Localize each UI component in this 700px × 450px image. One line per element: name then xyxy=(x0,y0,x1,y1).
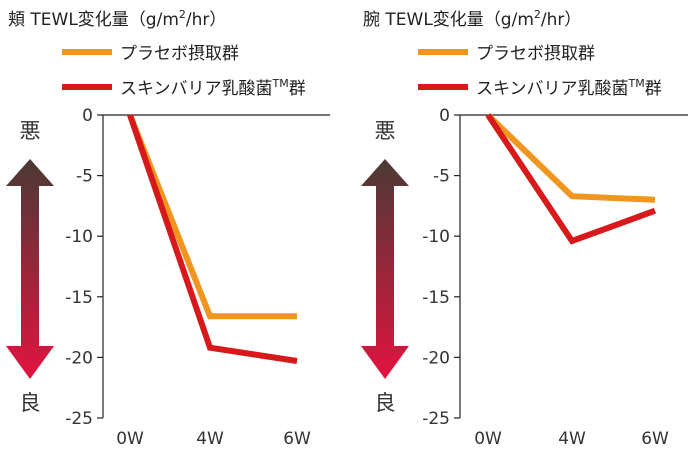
y-tick-label: -10 xyxy=(422,227,450,247)
legend-label-text: スキンバリア乳酸菌 xyxy=(476,79,629,99)
x-tick-label: 6W xyxy=(283,429,311,449)
legend-label-suffix: 群 xyxy=(289,79,306,99)
scale-double-arrow xyxy=(361,159,409,379)
scale-bad-label: 悪 xyxy=(20,119,41,143)
legend-label-text: スキンバリア乳酸菌 xyxy=(120,79,273,99)
y-tick-label: -25 xyxy=(65,409,93,429)
y-tick-label: -5 xyxy=(433,167,450,187)
y-tick-label: -25 xyxy=(422,409,450,429)
chart-title-text: 頬 TEWL変化量 xyxy=(8,10,129,30)
legend-label-text: プラセボ摂取群 xyxy=(120,44,239,64)
legend-label-sup: TM xyxy=(628,77,645,90)
x-tick-label: 0W xyxy=(116,429,144,449)
legend-label: スキンバリア乳酸菌TM群 xyxy=(120,77,306,99)
scale-good-label: 良 xyxy=(20,391,41,415)
series-line-1 xyxy=(127,113,297,320)
legend-item-1: プラセボ摂取群 xyxy=(418,44,595,64)
chart-unit-sup: 2 xyxy=(534,8,541,21)
scale-bad-label: 悪 xyxy=(375,119,396,143)
scale-good-label: 良 xyxy=(375,391,396,415)
chart-unit-open: （g/m xyxy=(129,10,179,30)
y-tick-label: -15 xyxy=(65,288,93,308)
legend-label-suffix: 群 xyxy=(645,79,662,99)
legend-label: スキンバリア乳酸菌TM群 xyxy=(476,77,662,99)
legend-item-1: プラセボ摂取群 xyxy=(62,44,239,64)
chart-unit-sup: 2 xyxy=(179,8,186,21)
y-tick-label: -5 xyxy=(76,167,93,187)
chart-title-text: 腕 TEWL変化量 xyxy=(363,10,484,30)
chart-unit-close: /hr） xyxy=(541,10,582,30)
legend-label: プラセボ摂取群 xyxy=(120,44,239,64)
legend-label-text: プラセボ摂取群 xyxy=(476,44,595,64)
y-tick-label: 0 xyxy=(82,106,93,126)
scale-double-arrow xyxy=(6,159,54,379)
chart-unit-open: （g/m xyxy=(484,10,534,30)
legend-item-2: スキンバリア乳酸菌TM群 xyxy=(418,77,662,99)
y-tick-label: -20 xyxy=(422,348,450,368)
series-line-1 xyxy=(485,112,656,203)
y-tick-label: 0 xyxy=(439,106,450,126)
x-tick-label: 4W xyxy=(196,429,224,449)
y-tick-label: -20 xyxy=(65,348,93,368)
y-tick-label: -10 xyxy=(65,227,93,247)
y-tick-label: -15 xyxy=(422,288,450,308)
chart-unit-close: /hr） xyxy=(186,10,227,30)
chart-title: 頬 TEWL変化量（g/m2/hr） xyxy=(8,8,226,30)
series-line-2 xyxy=(485,113,657,245)
chart-title: 腕 TEWL変化量（g/m2/hr） xyxy=(363,8,581,30)
x-tick-label: 6W xyxy=(641,429,669,449)
x-tick-label: 0W xyxy=(474,429,502,449)
legend-label: プラセボ摂取群 xyxy=(476,44,595,64)
legend-label-sup: TM xyxy=(272,77,289,90)
x-tick-label: 4W xyxy=(558,429,586,449)
legend-item-2: スキンバリア乳酸菌TM群 xyxy=(62,77,306,99)
series-line-2 xyxy=(127,114,298,364)
